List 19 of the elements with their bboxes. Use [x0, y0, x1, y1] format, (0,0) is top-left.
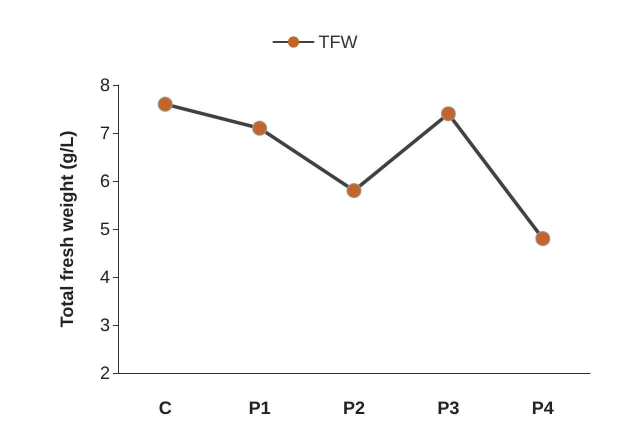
x-tick-label: P4	[532, 398, 554, 418]
x-tick-label: P3	[437, 398, 460, 418]
point	[252, 120, 268, 136]
y-tick-label: 4	[100, 267, 110, 287]
point	[440, 106, 456, 122]
y-tick-label: 2	[100, 363, 110, 383]
y-tick-label: 3	[100, 315, 110, 335]
point	[535, 231, 550, 246]
y-tick-label: 8	[100, 75, 110, 95]
x-tick-label: P1	[248, 398, 271, 418]
x-tick-label: P2	[342, 398, 366, 418]
point	[158, 96, 173, 112]
y-tick-label: 5	[100, 219, 110, 239]
point	[346, 183, 362, 198]
y-tick-label: 7	[100, 123, 110, 143]
legend-label: TFW	[318, 32, 358, 52]
x-tick-label: C	[158, 398, 172, 418]
y-axis-title: Total fresh weight (g/L)	[57, 130, 77, 328]
y-tick-label: 6	[100, 171, 110, 191]
